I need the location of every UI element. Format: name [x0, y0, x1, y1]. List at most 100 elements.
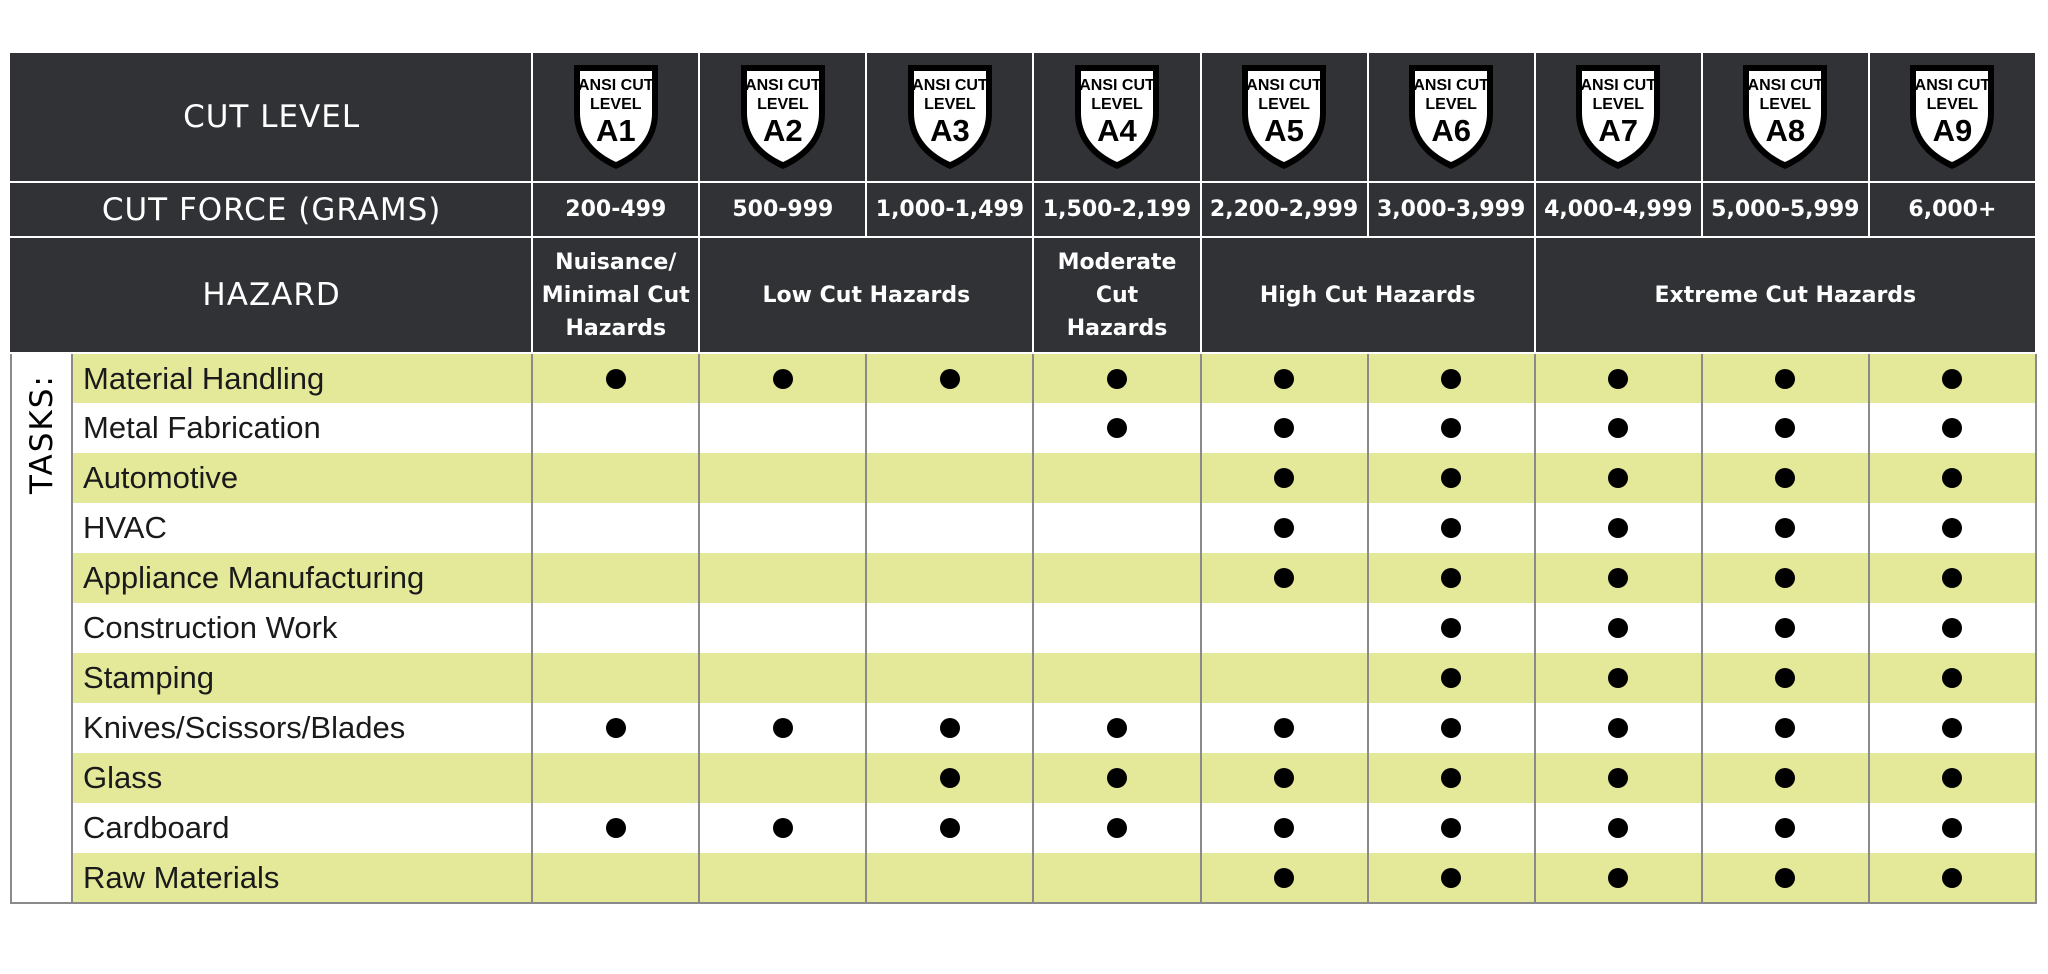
applicable-dot-icon: [1608, 518, 1629, 538]
applicable-dot-icon: [1775, 768, 1796, 788]
task-cell: [531, 503, 701, 553]
table-row: TASKS: Material Handling: [9, 353, 2038, 904]
badge-code: A2: [763, 113, 803, 148]
task-cell: [1867, 853, 2038, 904]
hazard-row: HAZARD Nuisance/Minimal Cut Hazards Low C…: [9, 236, 2038, 354]
badge-line1: ANSI CUT: [1079, 77, 1155, 94]
badge-code: A8: [1765, 113, 1806, 148]
applicable-dot-icon: [1441, 718, 1462, 738]
applicable-dot-icon: [1942, 418, 1963, 438]
task-cell: [865, 503, 1035, 553]
applicable-dot-icon: [1775, 668, 1796, 688]
task-cell: [1199, 853, 1369, 904]
task-cell: [1032, 553, 1202, 603]
task-cell: [1533, 603, 1703, 653]
task-cell: [1867, 653, 2038, 703]
task-cell: [1533, 503, 1703, 553]
applicable-dot-icon: [772, 718, 793, 738]
level-cell: ANSI CUT LEVEL A4: [1032, 51, 1202, 183]
ansi-shield-icon: ANSI CUT LEVEL A1: [569, 61, 663, 173]
task-cell: [531, 653, 701, 703]
ansi-shield-icon: ANSI CUT LEVEL A3: [903, 61, 997, 173]
force-value: 500-999: [698, 181, 868, 238]
task-cell: [1199, 353, 1369, 403]
applicable-dot-icon: [1274, 518, 1295, 538]
force-value: 6,000+: [1867, 181, 2038, 238]
applicable-dot-icon: [1608, 768, 1629, 788]
task-cell: [1700, 403, 1870, 453]
badge-line1: ANSI CUT: [1914, 77, 1991, 94]
force-value: 2,200-2,999: [1199, 181, 1369, 238]
table-row: Stamping: [11, 653, 2038, 703]
applicable-dot-icon: [1942, 518, 1963, 538]
task-cell: [1032, 653, 1202, 703]
applicable-dot-icon: [772, 368, 793, 389]
applicable-dot-icon: [605, 818, 626, 838]
applicable-dot-icon: [1608, 818, 1629, 838]
task-cell: [1700, 703, 1870, 753]
applicable-dot-icon: [939, 718, 960, 738]
task-cell: [865, 653, 1035, 703]
applicable-dot-icon: [1942, 568, 1963, 588]
task-cell: [1700, 653, 1870, 703]
level-cell: ANSI CUT LEVEL A7: [1533, 51, 1703, 183]
task-cell: [1533, 403, 1703, 453]
hazard-label: HAZARD: [9, 236, 534, 354]
task-cell: [1533, 453, 1703, 503]
task-cell: [1700, 753, 1870, 803]
applicable-dot-icon: [1274, 568, 1295, 588]
task-cell: [1700, 803, 1870, 853]
applicable-dot-icon: [1441, 418, 1462, 438]
hazard-line: Hazards: [1066, 315, 1168, 341]
applicable-dot-icon: [1441, 768, 1462, 788]
level-cell: ANSI CUT LEVEL A9: [1867, 51, 2038, 183]
applicable-dot-icon: [1107, 768, 1127, 788]
force-value: 4,000-4,999: [1533, 181, 1703, 238]
applicable-dot-icon: [1441, 568, 1462, 588]
force-value: 5,000-5,999: [1700, 181, 1870, 238]
applicable-dot-icon: [605, 368, 626, 389]
hazard-line: High Cut Hazards: [1259, 282, 1476, 308]
task-cell: [865, 453, 1035, 503]
applicable-dot-icon: [1441, 468, 1462, 488]
task-cell: [865, 553, 1035, 603]
cut-level-label: CUT LEVEL: [9, 51, 534, 183]
applicable-dot-icon: [1608, 668, 1629, 688]
task-cell: [1700, 553, 1870, 603]
task-name: Cardboard: [71, 803, 533, 853]
ansi-shield-icon: ANSI CUT LEVEL A5: [1237, 61, 1331, 173]
badge-code: A9: [1932, 113, 1973, 148]
task-name: Raw Materials: [71, 853, 533, 904]
task-cell: [698, 353, 868, 403]
task-name: Automotive: [71, 453, 533, 503]
task-cell: [865, 403, 1035, 453]
applicable-dot-icon: [1441, 518, 1462, 538]
hazard-nuisance: Nuisance/Minimal Cut Hazards: [531, 236, 701, 354]
applicable-dot-icon: [1441, 867, 1462, 888]
applicable-dot-icon: [1274, 418, 1295, 438]
task-cell: [1032, 453, 1202, 503]
task-cell: [1199, 453, 1369, 503]
task-cell: [1199, 403, 1369, 453]
task-cell: [1032, 503, 1202, 553]
task-cell: [1533, 753, 1703, 803]
applicable-dot-icon: [1608, 568, 1629, 588]
cut-force-row: CUT FORCE (GRAMS) 200-499 500-999 1,000-…: [9, 181, 2038, 238]
task-name: Appliance Manufacturing: [71, 553, 533, 603]
applicable-dot-icon: [605, 718, 626, 738]
task-cell: [1366, 403, 1536, 453]
applicable-dot-icon: [1775, 368, 1796, 389]
task-cell: [1032, 853, 1202, 904]
applicable-dot-icon: [1441, 818, 1462, 838]
task-cell: [1366, 853, 1536, 904]
badge-line2: LEVEL: [589, 96, 642, 113]
applicable-dot-icon: [939, 368, 960, 389]
task-cell: [1700, 453, 1870, 503]
task-cell: [531, 753, 701, 803]
badge-line2: LEVEL: [1926, 96, 1979, 113]
task-cell: [865, 853, 1035, 904]
applicable-dot-icon: [1775, 718, 1796, 738]
hazard-line: Low Cut Hazards: [762, 282, 971, 308]
task-cell: [1199, 803, 1369, 853]
task-cell: [1199, 553, 1369, 603]
